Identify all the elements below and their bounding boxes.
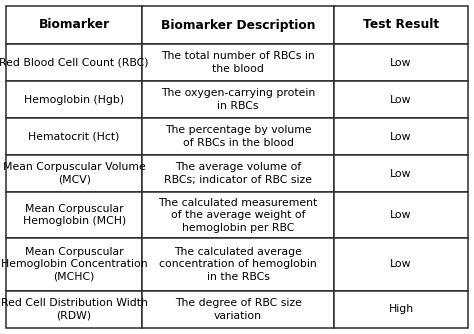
Text: High: High bbox=[389, 305, 414, 315]
Bar bbox=[334, 155, 468, 192]
Text: Test Result: Test Result bbox=[363, 18, 439, 31]
Bar bbox=[6, 291, 142, 328]
Bar bbox=[6, 44, 142, 81]
Bar bbox=[142, 118, 334, 155]
Text: Low: Low bbox=[390, 169, 412, 179]
Text: The calculated average
concentration of hemoglobin
in the RBCs: The calculated average concentration of … bbox=[159, 247, 317, 282]
Text: Low: Low bbox=[390, 95, 412, 105]
Text: The calculated measurement
of the average weight of
hemoglobin per RBC: The calculated measurement of the averag… bbox=[158, 198, 318, 232]
Text: Hemoglobin (Hgb): Hemoglobin (Hgb) bbox=[24, 95, 124, 105]
Bar bbox=[334, 81, 468, 118]
Bar bbox=[334, 291, 468, 328]
Bar bbox=[142, 238, 334, 291]
Bar bbox=[334, 118, 468, 155]
Bar bbox=[142, 81, 334, 118]
Bar bbox=[334, 192, 468, 238]
Text: Red Blood Cell Count (RBC): Red Blood Cell Count (RBC) bbox=[0, 57, 149, 67]
Bar bbox=[142, 192, 334, 238]
Text: Mean Corpuscular
Hemoglobin Concentration
(MCHC): Mean Corpuscular Hemoglobin Concentratio… bbox=[1, 247, 147, 282]
Text: Low: Low bbox=[390, 57, 412, 67]
Text: The percentage by volume
of RBCs in the blood: The percentage by volume of RBCs in the … bbox=[165, 125, 311, 148]
Text: Hematocrit (Hct): Hematocrit (Hct) bbox=[28, 132, 120, 142]
Text: Mean Corpuscular Volume
(MCV): Mean Corpuscular Volume (MCV) bbox=[3, 162, 146, 185]
Bar bbox=[6, 6, 142, 44]
Text: The oxygen-carrying protein
in RBCs: The oxygen-carrying protein in RBCs bbox=[161, 89, 315, 111]
Text: Biomarker: Biomarker bbox=[38, 18, 110, 31]
Text: Mean Corpuscular
Hemoglobin (MCH): Mean Corpuscular Hemoglobin (MCH) bbox=[23, 204, 126, 226]
Bar bbox=[6, 192, 142, 238]
Bar bbox=[334, 6, 468, 44]
Text: The average volume of
RBCs; indicator of RBC size: The average volume of RBCs; indicator of… bbox=[164, 162, 312, 185]
Bar bbox=[334, 44, 468, 81]
Bar bbox=[6, 81, 142, 118]
Text: The degree of RBC size
variation: The degree of RBC size variation bbox=[175, 298, 301, 321]
Bar bbox=[6, 238, 142, 291]
Text: Low: Low bbox=[390, 132, 412, 142]
Text: Red Cell Distribution Width
(RDW): Red Cell Distribution Width (RDW) bbox=[0, 298, 147, 321]
Text: Biomarker Description: Biomarker Description bbox=[161, 18, 315, 31]
Text: Low: Low bbox=[390, 210, 412, 220]
Bar bbox=[6, 155, 142, 192]
Text: The total number of RBCs in
the blood: The total number of RBCs in the blood bbox=[161, 51, 315, 74]
Bar bbox=[334, 238, 468, 291]
Bar bbox=[142, 291, 334, 328]
Bar bbox=[142, 44, 334, 81]
Bar bbox=[142, 6, 334, 44]
Text: Low: Low bbox=[390, 260, 412, 270]
Bar bbox=[6, 118, 142, 155]
Bar bbox=[142, 155, 334, 192]
